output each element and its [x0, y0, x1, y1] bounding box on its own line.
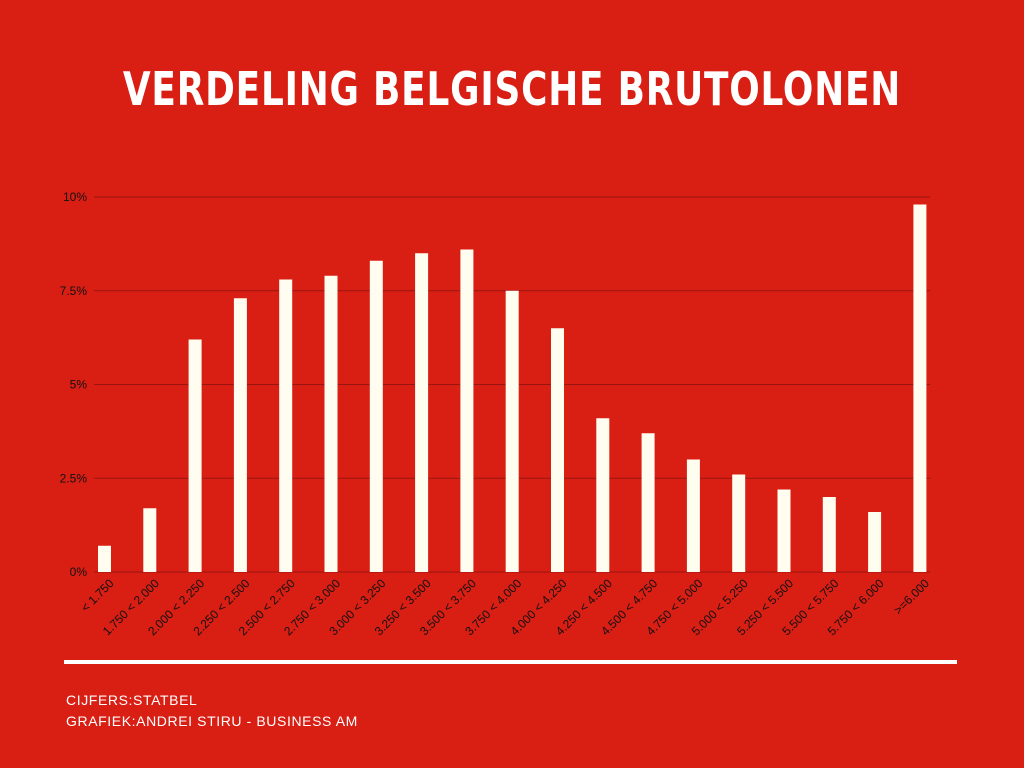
bar — [369, 260, 383, 572]
bar — [460, 249, 474, 572]
bar — [777, 489, 791, 572]
source-credit: CIJFERS:STATBEL — [66, 692, 198, 708]
bar — [822, 497, 836, 572]
bar — [686, 459, 700, 572]
author-credit: GRAFIEK:ANDREI STIRU - BUSINESS AM — [66, 713, 358, 729]
y-tick-label: 10% — [63, 190, 87, 204]
x-tick-label: >=6.000 — [891, 576, 932, 617]
bar — [641, 433, 655, 572]
bar — [233, 298, 247, 572]
footer: CIJFERS:STATBEL GRAFIEK:ANDREI STIRU - B… — [66, 690, 358, 732]
x-tick-label: < 1.750 — [78, 576, 117, 615]
y-tick-label: 5% — [70, 378, 88, 392]
y-tick-label: 0% — [70, 565, 88, 579]
y-tick-label: 2.5% — [60, 471, 88, 485]
bar — [279, 279, 293, 572]
bar — [98, 545, 111, 572]
bar — [596, 418, 610, 572]
bar — [551, 328, 564, 572]
bar — [505, 290, 519, 572]
bar — [324, 275, 338, 572]
page-title: VERDELING BELGISCHE BRUTOLONEN — [122, 62, 902, 116]
bar — [188, 339, 202, 572]
bar — [913, 204, 927, 572]
bar — [415, 253, 429, 572]
bar — [868, 512, 882, 572]
bar — [732, 474, 746, 572]
y-tick-label: 7.5% — [60, 284, 88, 298]
bar — [143, 508, 157, 572]
footer-divider — [64, 660, 957, 664]
